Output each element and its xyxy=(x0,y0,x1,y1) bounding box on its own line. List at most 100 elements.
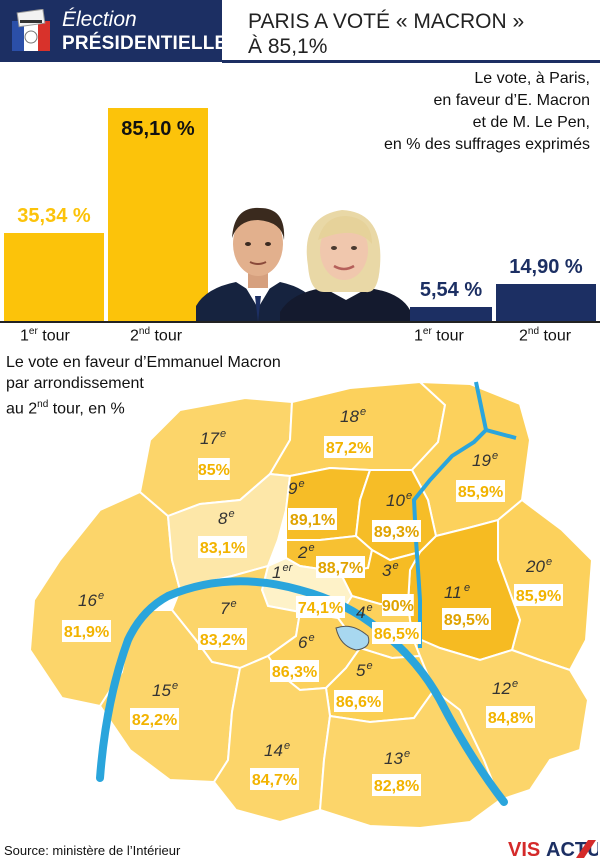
district-number-19: 19 xyxy=(472,451,491,470)
district-value-box-7 xyxy=(198,628,247,650)
header-rule xyxy=(222,60,600,63)
district-number-suffix-15: e xyxy=(172,680,178,692)
district-number-suffix-2: e xyxy=(309,542,315,554)
district-number-14: 14 xyxy=(264,741,283,760)
district-number-10: 10 xyxy=(386,491,405,510)
district-number-18: 18 xyxy=(340,407,359,426)
map-caption: Le vote en faveur d’Emmanuel Macron par … xyxy=(6,352,281,419)
tour-label-1-macron: 1er tour xyxy=(20,326,70,345)
district-value-8: 83,1% xyxy=(200,540,245,557)
district-number-suffix-11: e xyxy=(464,582,470,594)
caption-line: par arrondissement xyxy=(6,375,144,392)
caption-line: en faveur d’E. Macron xyxy=(433,92,590,109)
district-value-box-1 xyxy=(296,596,345,618)
district-value-4: 86,5% xyxy=(374,626,419,643)
lepen-portrait xyxy=(280,210,410,322)
tour-label-2-macron: 2nd tour xyxy=(130,326,183,345)
bar-value-macron-tour-2: 85,10 % xyxy=(121,118,195,141)
caption-line: au 2nd tour, en % xyxy=(6,399,125,418)
district-value-box-12 xyxy=(486,706,535,728)
bar-lepen-tour-1 xyxy=(410,307,492,321)
seine-river xyxy=(96,577,508,806)
source-note: Source: ministère de l’Intérieur xyxy=(4,843,181,858)
district-value-box-9 xyxy=(288,508,337,530)
district-number-4: 4 xyxy=(356,603,365,622)
district-number-5: 5 xyxy=(356,661,366,680)
district-number-13: 13 xyxy=(384,749,403,768)
district-value-11: 89,5% xyxy=(444,612,489,629)
district-number-16: 16 xyxy=(78,591,97,610)
district-number-suffix-3: e xyxy=(393,560,399,572)
district-value-box-17 xyxy=(198,458,230,480)
district-number-2: 2 xyxy=(297,543,308,562)
header: Élection PRÉSIDENTIELLE PARIS A VOTÉ « M… xyxy=(0,0,600,63)
district-value-box-14 xyxy=(250,768,299,790)
caption-line: en % des suffrages exprimés xyxy=(383,136,590,153)
caption-line: et de M. Le Pen, xyxy=(472,114,590,131)
district-number-9: 9 xyxy=(288,479,298,498)
district-value-1: 74,1% xyxy=(298,600,343,617)
district-number-suffix-9: e xyxy=(299,478,305,490)
district-value-box-16 xyxy=(62,620,111,642)
bar-baseline xyxy=(0,321,600,323)
district-number-suffix-14: e xyxy=(284,740,290,752)
district-value-10: 89,3% xyxy=(374,524,419,541)
district-number-8: 8 xyxy=(218,509,228,528)
visactu-logo: VIS ACTU xyxy=(508,839,598,861)
caption-line: Le vote, à Paris, xyxy=(474,70,590,87)
district-value-6: 86,3% xyxy=(272,664,317,681)
district-value-box-6 xyxy=(270,660,319,682)
district-value-box-3 xyxy=(382,594,414,616)
section-banner: Élection PRÉSIDENTIELLE xyxy=(0,0,227,62)
district-value-box-13 xyxy=(372,774,421,796)
district-number-suffix-4: e xyxy=(367,602,373,614)
district-value-box-10 xyxy=(372,520,421,542)
district-value-box-18 xyxy=(324,436,373,458)
section-title: Élection xyxy=(62,8,137,31)
district-number-6: 6 xyxy=(298,633,308,652)
district-value-box-8 xyxy=(198,536,247,558)
district-number-1: 1 xyxy=(272,563,281,582)
district-number-suffix-17: e xyxy=(220,428,226,440)
canal-saint-martin xyxy=(411,381,489,648)
district-number-3: 3 xyxy=(382,561,392,580)
ballot-box-icon xyxy=(12,9,50,51)
district-value-2: 88,7% xyxy=(318,560,363,577)
district-number-suffix-18: e xyxy=(360,406,366,418)
district-value-3: 90% xyxy=(382,598,414,615)
tour-label-2-lepen: 2nd tour xyxy=(519,326,572,345)
district-value-18: 87,2% xyxy=(326,440,371,457)
district-number-17: 17 xyxy=(200,429,219,448)
candidate-portraits xyxy=(196,207,410,322)
district-value-19: 85,9% xyxy=(458,484,503,501)
district-value-box-11 xyxy=(442,608,491,630)
district-value-box-4 xyxy=(372,622,421,644)
bar-value-lepen-tour-1: 5,54 % xyxy=(419,279,483,302)
district-value-5: 86,6% xyxy=(336,694,381,711)
ile-de-la-cite xyxy=(335,625,370,651)
headline-subline: À 85,1% xyxy=(248,35,328,58)
district-number-suffix-20: e xyxy=(546,556,552,568)
bar-chart: 35,34 % 85,10 % 5,54 % 14,90 % xyxy=(0,0,600,362)
district-value-box-20 xyxy=(514,584,563,606)
district-value-16: 81,9% xyxy=(64,624,109,641)
canal-branch xyxy=(485,428,517,440)
section-subtitle: PRÉSIDENTIELLE xyxy=(62,33,228,54)
district-value-box-19 xyxy=(456,480,505,502)
bar-value-macron-tour-1: 35,34 % xyxy=(17,204,91,227)
district-value-12: 84,8% xyxy=(488,710,533,727)
district-number-suffix-5: e xyxy=(367,660,373,672)
district-value-box-2 xyxy=(316,556,365,578)
district-value-20: 85,9% xyxy=(516,588,561,605)
district-number-11: 11 xyxy=(444,583,462,602)
district-3 xyxy=(338,548,423,605)
district-number-suffix-19: e xyxy=(492,450,498,462)
district-number-suffix-7: e xyxy=(231,598,237,610)
district-value-15: 82,2% xyxy=(132,712,177,729)
district-number-suffix-1: er xyxy=(283,562,294,574)
district-number-suffix-6: e xyxy=(309,632,315,644)
district-number-suffix-16: e xyxy=(98,590,104,602)
district-number-15: 15 xyxy=(152,681,171,700)
